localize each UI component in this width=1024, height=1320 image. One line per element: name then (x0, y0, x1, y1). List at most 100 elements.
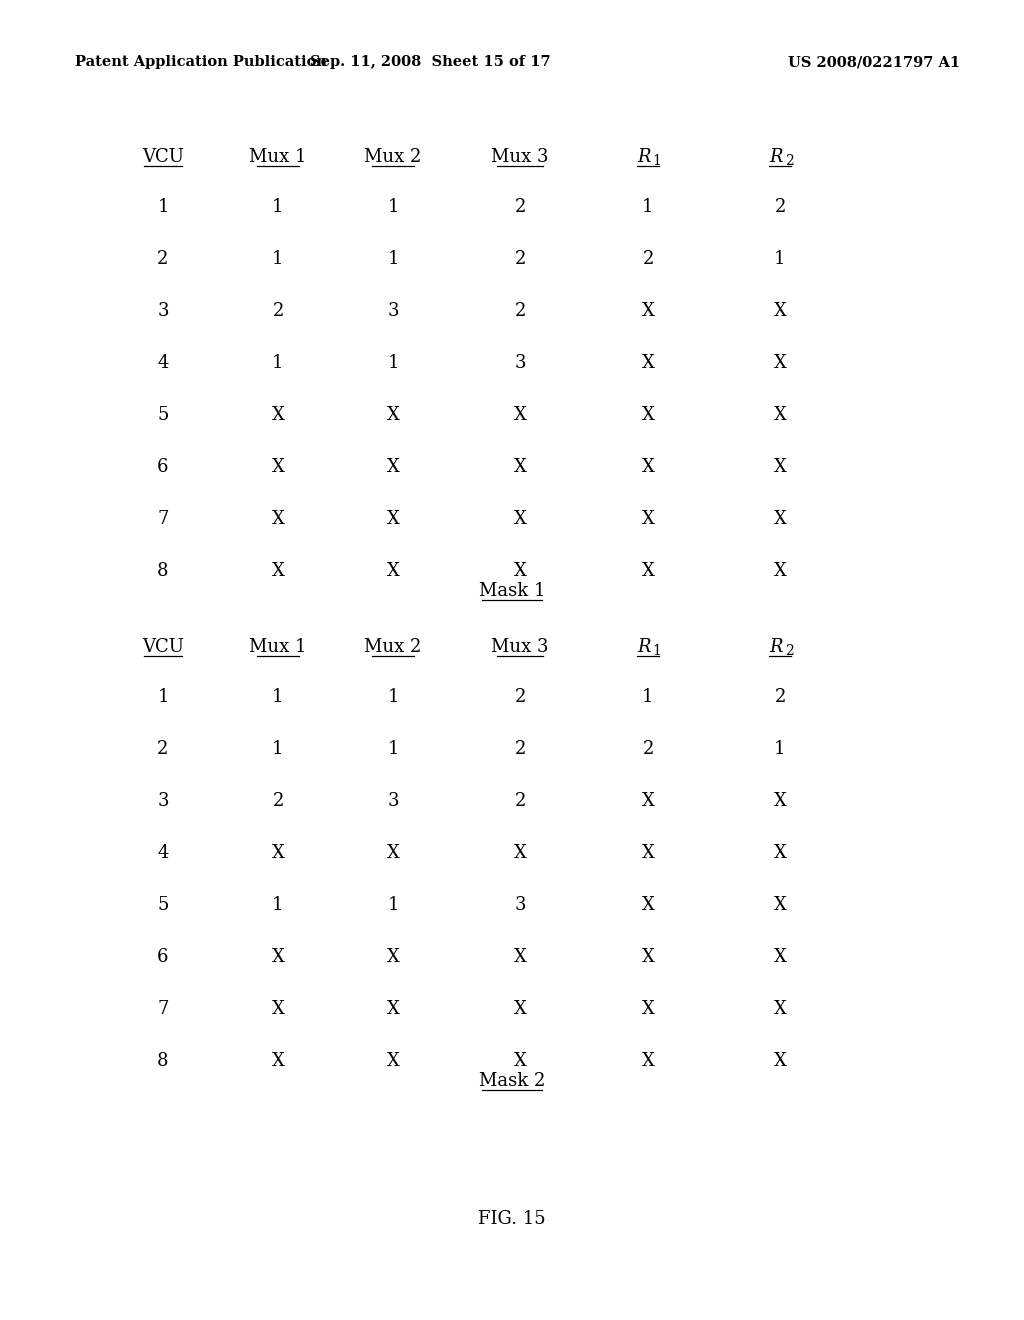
Text: X: X (642, 948, 654, 966)
Text: Sep. 11, 2008  Sheet 15 of 17: Sep. 11, 2008 Sheet 15 of 17 (309, 55, 550, 69)
Text: 2: 2 (642, 741, 653, 758)
Text: Mux 3: Mux 3 (492, 148, 549, 166)
Text: 1: 1 (272, 198, 284, 216)
Text: X: X (271, 1001, 285, 1018)
Text: 2: 2 (784, 154, 794, 168)
Text: 2: 2 (158, 249, 169, 268)
Text: 4: 4 (158, 843, 169, 862)
Text: R: R (637, 638, 650, 656)
Text: 1: 1 (387, 741, 398, 758)
Text: R: R (769, 148, 782, 166)
Text: X: X (514, 510, 526, 528)
Text: 1: 1 (642, 688, 653, 706)
Text: 2: 2 (514, 792, 525, 810)
Text: 1: 1 (642, 198, 653, 216)
Text: Mux 1: Mux 1 (249, 638, 307, 656)
Text: R: R (637, 148, 650, 166)
Text: 4: 4 (158, 354, 169, 372)
Text: X: X (514, 407, 526, 424)
Text: Patent Application Publication: Patent Application Publication (75, 55, 327, 69)
Text: X: X (514, 562, 526, 579)
Text: 2: 2 (272, 302, 284, 319)
Text: Mux 3: Mux 3 (492, 638, 549, 656)
Text: Mux 1: Mux 1 (249, 148, 307, 166)
Text: X: X (514, 1052, 526, 1071)
Text: 2: 2 (774, 198, 785, 216)
Text: X: X (271, 562, 285, 579)
Text: VCU: VCU (142, 638, 184, 656)
Text: X: X (773, 458, 786, 477)
Text: 1: 1 (652, 154, 662, 168)
Text: 1: 1 (774, 249, 785, 268)
Text: X: X (514, 948, 526, 966)
Text: X: X (271, 1052, 285, 1071)
Text: X: X (642, 792, 654, 810)
Text: 2: 2 (514, 249, 525, 268)
Text: X: X (642, 458, 654, 477)
Text: X: X (642, 354, 654, 372)
Text: X: X (271, 407, 285, 424)
Text: 2: 2 (774, 688, 785, 706)
Text: 6: 6 (158, 458, 169, 477)
Text: X: X (387, 1052, 399, 1071)
Text: 2: 2 (272, 792, 284, 810)
Text: 2: 2 (642, 249, 653, 268)
Text: 5: 5 (158, 896, 169, 913)
Text: X: X (642, 843, 654, 862)
Text: 5: 5 (158, 407, 169, 424)
Text: 6: 6 (158, 948, 169, 966)
Text: X: X (773, 896, 786, 913)
Text: X: X (387, 843, 399, 862)
Text: Mux 2: Mux 2 (365, 148, 422, 166)
Text: X: X (387, 510, 399, 528)
Text: X: X (773, 948, 786, 966)
Text: 1: 1 (272, 896, 284, 913)
Text: X: X (773, 302, 786, 319)
Text: X: X (642, 896, 654, 913)
Text: X: X (773, 354, 786, 372)
Text: 8: 8 (158, 562, 169, 579)
Text: X: X (642, 562, 654, 579)
Text: 8: 8 (158, 1052, 169, 1071)
Text: X: X (271, 948, 285, 966)
Text: X: X (271, 843, 285, 862)
Text: X: X (773, 1001, 786, 1018)
Text: X: X (387, 948, 399, 966)
Text: X: X (773, 843, 786, 862)
Text: R: R (769, 638, 782, 656)
Text: 2: 2 (514, 688, 525, 706)
Text: X: X (642, 407, 654, 424)
Text: X: X (387, 458, 399, 477)
Text: 1: 1 (272, 354, 284, 372)
Text: 2: 2 (514, 302, 525, 319)
Text: 2: 2 (514, 198, 525, 216)
Text: X: X (642, 302, 654, 319)
Text: 7: 7 (158, 510, 169, 528)
Text: 2: 2 (784, 644, 794, 657)
Text: X: X (514, 458, 526, 477)
Text: FIG. 15: FIG. 15 (478, 1210, 546, 1228)
Text: US 2008/0221797 A1: US 2008/0221797 A1 (787, 55, 961, 69)
Text: X: X (514, 1001, 526, 1018)
Text: 1: 1 (387, 249, 398, 268)
Text: 1: 1 (272, 741, 284, 758)
Text: X: X (773, 510, 786, 528)
Text: X: X (773, 407, 786, 424)
Text: 1: 1 (158, 688, 169, 706)
Text: 3: 3 (158, 792, 169, 810)
Text: Mux 2: Mux 2 (365, 638, 422, 656)
Text: X: X (642, 1001, 654, 1018)
Text: 1: 1 (387, 688, 398, 706)
Text: X: X (642, 1052, 654, 1071)
Text: 3: 3 (514, 354, 525, 372)
Text: X: X (387, 407, 399, 424)
Text: X: X (387, 562, 399, 579)
Text: 1: 1 (158, 198, 169, 216)
Text: 1: 1 (272, 249, 284, 268)
Text: 7: 7 (158, 1001, 169, 1018)
Text: Mask 2: Mask 2 (479, 1072, 545, 1090)
Text: X: X (773, 562, 786, 579)
Text: 2: 2 (158, 741, 169, 758)
Text: X: X (773, 1052, 786, 1071)
Text: X: X (271, 510, 285, 528)
